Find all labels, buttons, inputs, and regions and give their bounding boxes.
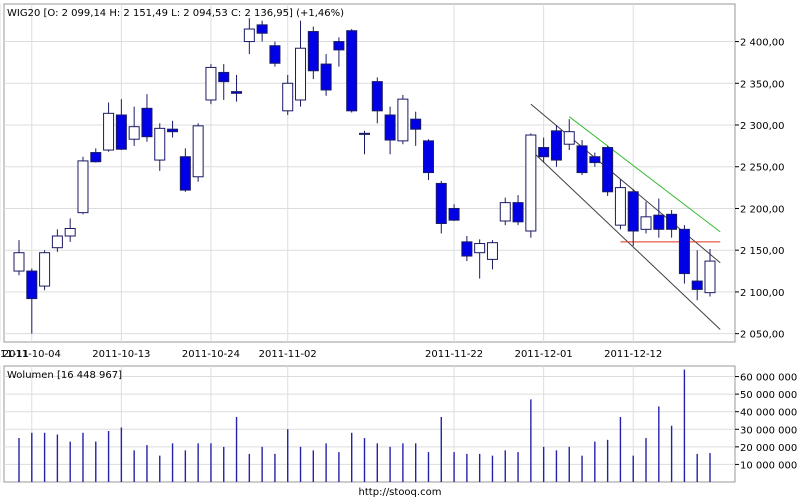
candle-body-up [154,127,166,161]
volume-panel-frame [3,365,736,483]
price-grid [0,4,735,342]
candle-body-up [640,216,652,230]
volume-bars [18,369,711,482]
footer-url[interactable]: http://stooq.com [359,487,442,498]
date-tick-label: 2011-11-02 [259,349,317,360]
candle-body-up [474,243,486,254]
candle-body-down [410,118,422,130]
date-tick-label: 2011-10-13 [92,349,150,360]
price-tick-label: 2 050,00 [740,330,785,341]
candle-body-down [666,213,678,230]
price-tick-label: 2 200,00 [740,204,785,215]
price-tick-label: 2 150,00 [740,246,785,257]
volume-tick-label: 60 000 000 [740,373,797,384]
price-panel-frame [3,3,736,343]
candles [13,18,716,334]
date-tick-label: 2011-11-22 [425,349,483,360]
price-tick-label: 2 100,00 [740,288,785,299]
volume-tick-label: 40 000 000 [740,408,797,419]
candle-body-down [512,202,524,223]
candle-body-up [64,227,76,237]
candle-body-up [13,252,25,272]
date-tick-label: 2011-12-12 [604,349,662,360]
date-tick-label: 2011-11-11 [0,349,29,360]
candle-body-down [167,128,179,133]
candle-body-up [192,125,204,178]
candle-body-up [486,242,498,260]
candle-body-down [179,156,191,191]
date-tick-label: 2011-10-24 [182,349,240,360]
candle-body-up [563,131,575,145]
volume-tick-label: 10 000 000 [740,460,797,471]
candle-body-up [704,260,716,294]
candle-body-up [77,160,89,214]
date-axis: 2011-10-04 2011-10-13 2011-10-24 2011-11-02… [0,349,662,360]
price-tick-label: 2 250,00 [740,163,785,174]
volume-tick-label: 30 000 000 [740,425,797,436]
candle-body-down [550,130,562,161]
candle-body-down [538,147,550,158]
candle-body-up [359,132,370,135]
trend-line-channel-lower [530,149,721,330]
volume-tick-label: 20 000 000 [740,443,797,454]
candle-body-down [26,270,38,300]
candle-body-down [435,182,447,224]
price-tick-label: 2 300,00 [740,121,785,132]
candle-body-up [128,126,140,140]
candle-body-down [384,114,396,141]
candle-body-down [90,152,102,163]
candle-body-down [691,280,703,290]
candle-body-down [448,207,460,221]
candle-body-up [295,47,307,101]
candle-body-up [243,28,255,43]
candle-body-down [307,31,319,72]
candle-body-up [499,202,511,222]
candle-body-down [576,145,588,174]
volume-tick-label: 50 000 000 [740,390,797,401]
candle-body-up [39,252,51,287]
candle-body-up [103,112,115,151]
candle-body-down [333,41,345,51]
price-chart-title: WIG20 [O: 2 099,14 H: 2 151,49 L: 2 094,… [7,8,344,19]
candle-body-up [205,66,217,101]
candle-body-down [141,107,153,138]
candle-body-down [422,140,434,174]
candle-body-down [371,81,383,112]
candle-body-down [269,45,281,64]
candle-body-down [461,241,473,257]
trend-line-resistance [568,116,721,233]
candle-body-down [678,228,690,275]
candle-body-up [614,187,626,226]
candle-body-down [231,91,243,94]
volume-axis: 10 000 000 20 000 000 30 000 000 40 000 000… [735,373,797,471]
volume-chart-title: Wolumen [16 448 967] [7,370,122,381]
date-tick-label: 2011-12-01 [515,349,573,360]
price-axis: 2 050,00 2 100,00 2 150,00 2 200,00 2 250,00… [735,38,785,341]
candle-body-up [51,235,63,249]
candle-body-down [589,156,601,164]
candle-body-up [397,98,409,142]
candle-body-up [525,134,537,232]
candle-body-down [256,24,268,34]
date-tick-label: 2011-10-04 [3,349,61,360]
candle-body-down [115,114,127,150]
candle-body-down [627,191,639,232]
candle-body-down [346,30,358,112]
candle-body-down [653,214,665,230]
price-tick-label: 2 400,00 [740,38,785,49]
candle-body-down [602,147,614,193]
candle-body-down [320,63,332,91]
price-tick-label: 2 350,00 [740,79,785,90]
candle-body-up [282,82,294,112]
candle-body-down [218,71,230,83]
